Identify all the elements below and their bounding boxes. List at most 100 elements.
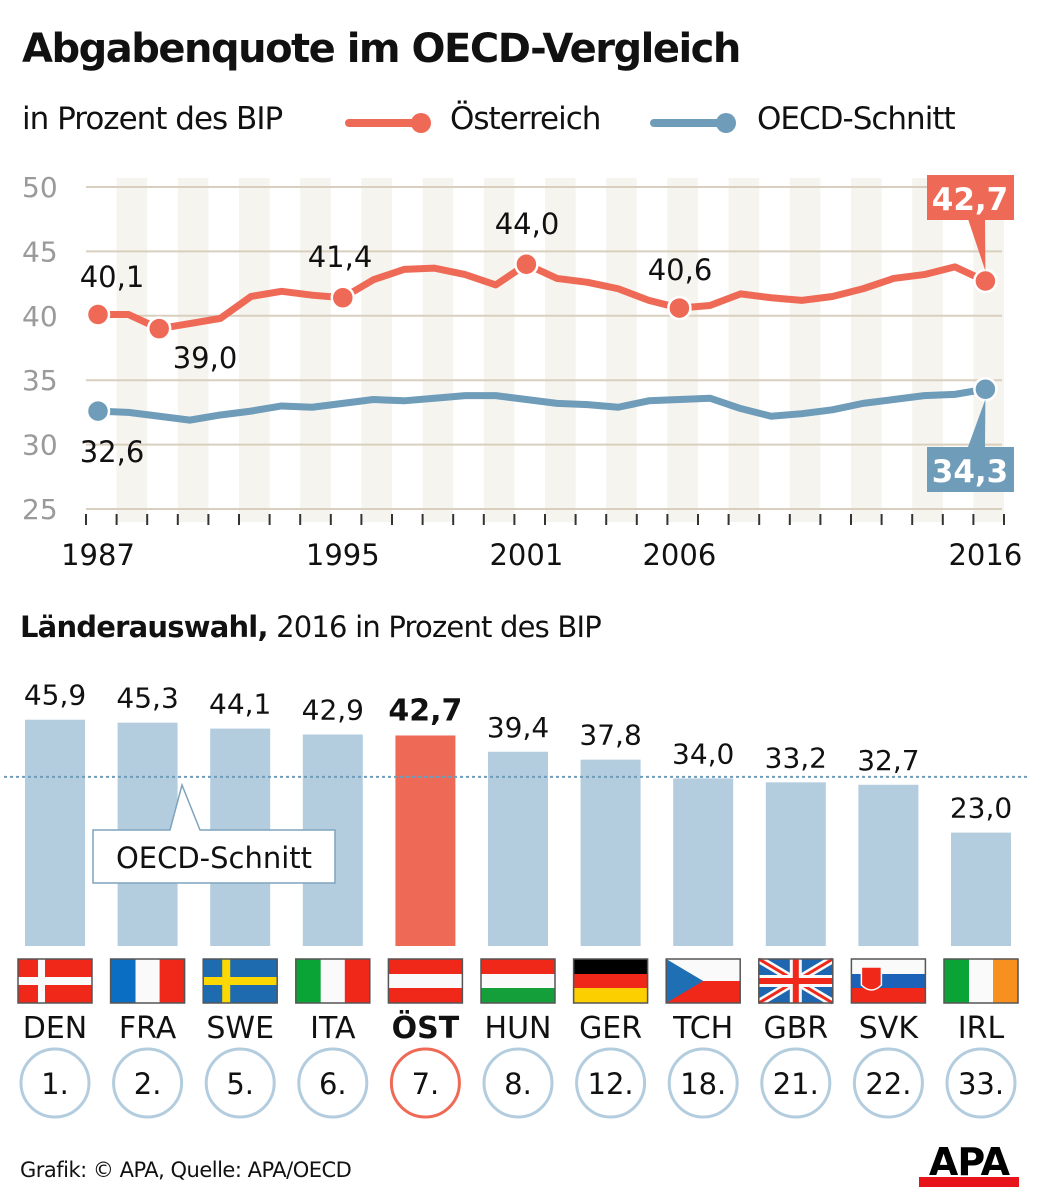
rank-label: 7.: [412, 1067, 440, 1101]
bar-tch: [673, 778, 734, 946]
rank-label: 12.: [588, 1067, 634, 1101]
y-tick-label: 35: [22, 364, 58, 397]
rank-label: 8.: [504, 1067, 532, 1101]
bar-value-label: 39,4: [487, 711, 549, 744]
flag-part: [993, 959, 1018, 1003]
flag-part: [18, 977, 92, 985]
rank-label: 22.: [865, 1067, 911, 1101]
country-label: IRL: [958, 1011, 1005, 1046]
y-tick-label: 45: [22, 235, 58, 268]
bar-den: [25, 719, 85, 946]
country-label: FRA: [119, 1011, 177, 1046]
bar-value-label: 23,0: [950, 792, 1012, 825]
callout-value: 34,3: [932, 454, 1009, 490]
flag-part: [203, 977, 278, 985]
bar-value-label: 32,7: [857, 744, 919, 777]
flag-part: [481, 959, 555, 974]
bar-chart-title: Länderauswahl, 2016 in Prozent des BIP: [20, 610, 602, 644]
rank-circle: [945, 1047, 1017, 1119]
czechia-flag: [665, 958, 741, 1004]
bar-value-label: 37,8: [579, 719, 641, 752]
flag-part: [573, 959, 648, 974]
flag-part: [295, 959, 321, 1003]
flag-border: [850, 958, 927, 1004]
bar-value-label: 42,9: [302, 694, 364, 727]
series-line-austria: [98, 260, 987, 333]
flag-part: [388, 974, 463, 988]
germany-flag: [572, 958, 649, 1004]
bar-irl: [951, 832, 1011, 946]
data-label: 40,1: [80, 260, 145, 294]
bar-chart: 45,9 45,3 44,1 42,9 42,7 39,4 37,8 34,0 33,2 32,7…: [4, 679, 1030, 1119]
background-stripe: [361, 178, 392, 522]
legend-oecd-icon: [650, 113, 736, 133]
x-tick-label: 1995: [306, 538, 380, 572]
flag-part: [481, 988, 555, 1003]
austria-flag: [387, 958, 464, 1004]
flag-border: [758, 958, 834, 1004]
uk-flag: [756, 955, 835, 1007]
background-stripe: [116, 178, 148, 522]
y-tick-label: 40: [22, 300, 58, 333]
flag-border: [295, 958, 371, 1004]
bar-value-label: 45,9: [24, 679, 86, 712]
slovakia-flag: [850, 958, 927, 1004]
bar-ger: [580, 759, 641, 946]
country-label: ÖST: [392, 1009, 460, 1046]
background-stripe: [300, 178, 331, 522]
flag-part: [860, 966, 883, 991]
flag-border: [943, 958, 1019, 1004]
flag-part: [388, 959, 463, 974]
bar-chart-subtitle: 2016 in Prozent des BIP: [276, 610, 602, 644]
rank-circle: [112, 1047, 184, 1119]
flag-border: [572, 958, 649, 1004]
rank-label: 18.: [680, 1067, 726, 1101]
country-label: TCH: [672, 1011, 733, 1046]
flag-part: [944, 959, 969, 1003]
rank-circle: [760, 1047, 832, 1119]
bar-value-label: 44,1: [209, 688, 271, 721]
chart-title: Abgabenquote im OECD-Vergleich: [22, 26, 741, 72]
flag-part: [573, 974, 648, 988]
data-label: 40,6: [648, 253, 713, 287]
data-point-marker: [330, 285, 356, 311]
rank-label: 6.: [319, 1067, 347, 1101]
bar-chart-title-bold: Länderauswahl,: [20, 610, 268, 644]
flag-border: [109, 958, 186, 1004]
flag-part: [758, 978, 833, 984]
rank-label: 2.: [134, 1067, 162, 1101]
denmark-flag: [17, 958, 93, 1004]
background-stripe: [667, 178, 698, 522]
legend-austria-label: Österreich: [450, 101, 601, 137]
data-point-marker: [146, 316, 172, 341]
rank-circle: [19, 1047, 91, 1119]
bar-svk: [858, 784, 919, 946]
rank-circle: [482, 1047, 554, 1119]
flag-border: [202, 958, 278, 1004]
background-stripe: [851, 178, 882, 522]
background-stripe: [606, 178, 637, 522]
callout-box: [927, 447, 1014, 492]
legend-austria-icon: [345, 113, 431, 133]
flag-part: [344, 959, 370, 1003]
value-callout: 42,7: [927, 175, 1014, 272]
bar-value-label: 42,7: [388, 693, 462, 728]
background-stripe: [177, 178, 209, 522]
apa-logo: APA: [919, 1142, 1019, 1187]
callout-value: 42,7: [932, 182, 1009, 218]
callout-label: OECD-Schnitt: [116, 841, 312, 875]
legend-oecd-label: OECD-Schnitt: [757, 101, 956, 137]
y-tick-label: 25: [22, 493, 58, 526]
rank-label: 1.: [41, 1067, 69, 1101]
flag-part: [851, 988, 926, 1003]
background-stripe: [545, 178, 576, 522]
country-label: ITA: [310, 1011, 356, 1046]
rank-label: 33.: [958, 1067, 1004, 1101]
data-label: 44,0: [495, 207, 560, 241]
y-tick-label: 30: [22, 429, 58, 462]
bar-öst: [395, 735, 456, 946]
country-label: HUN: [485, 1011, 552, 1046]
flag-part: [135, 959, 160, 1003]
callout-pointer: [968, 219, 986, 272]
